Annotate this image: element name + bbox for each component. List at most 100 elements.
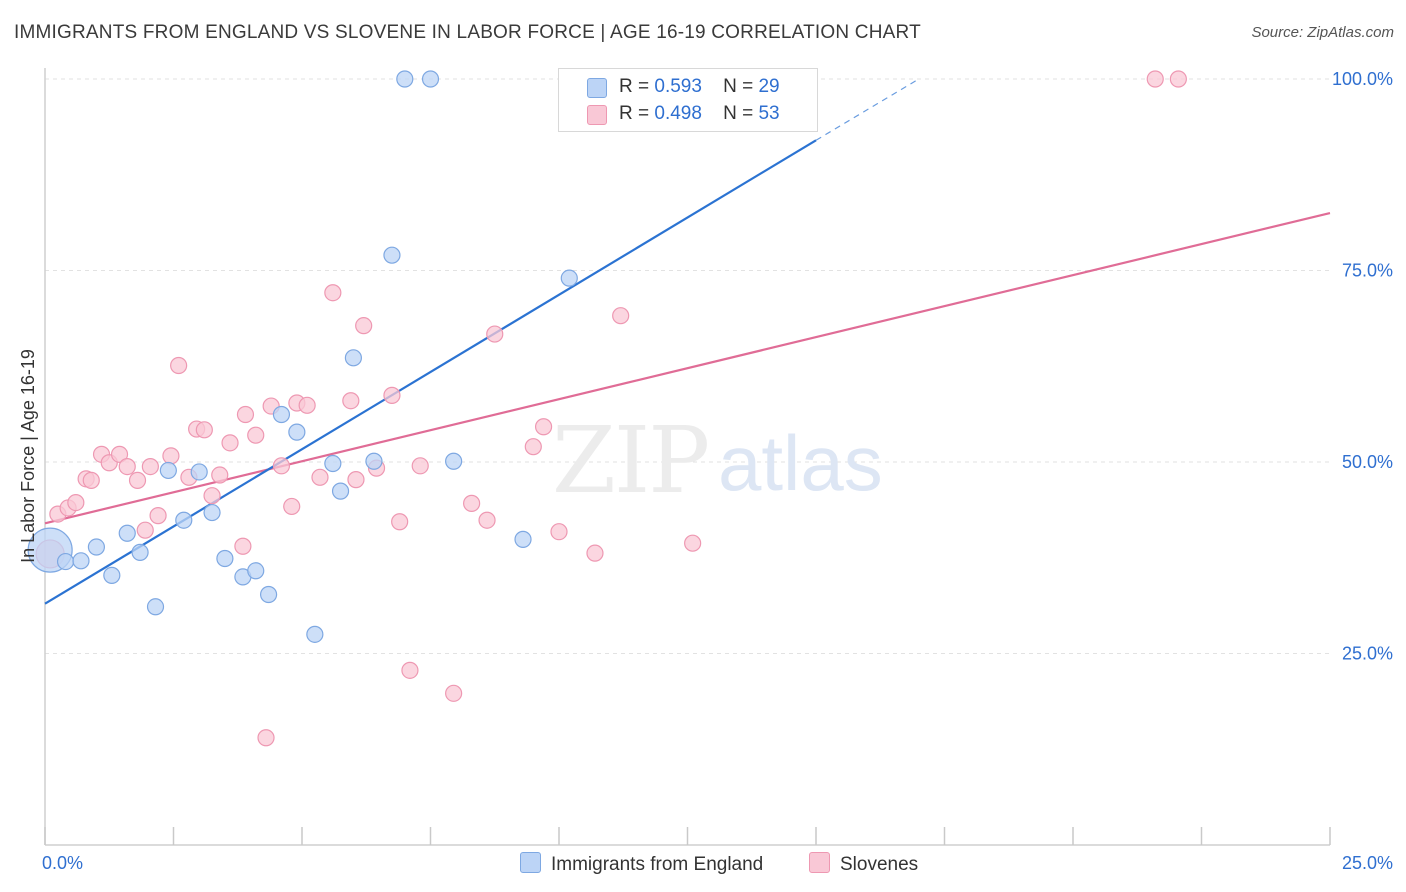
trendline-slovenes <box>44 211 1331 525</box>
point-england <box>118 524 136 542</box>
point-slovenes <box>684 534 702 552</box>
point-slovenes <box>67 493 85 512</box>
point-slovenes <box>355 317 373 335</box>
point-slovenes <box>221 434 239 452</box>
point-slovenes <box>162 447 180 465</box>
point-england <box>203 503 221 522</box>
point-slovenes <box>298 396 316 414</box>
legend-r-label: R = <box>619 76 650 97</box>
legend-n-value-england: 29 <box>758 76 780 97</box>
series-label-slovenes: Slovenes <box>840 854 919 875</box>
watermark: ZIP atlas <box>552 407 883 514</box>
point-england <box>103 566 121 584</box>
point-england <box>131 543 149 561</box>
point-england <box>306 625 324 643</box>
point-england <box>365 452 383 470</box>
point-slovenes <box>347 471 365 489</box>
tick-labels: 25.0% 50.0% 75.0% 100.0% 0.0% 25.0% <box>42 69 1393 873</box>
trendline-england-extension <box>815 78 920 141</box>
point-slovenes <box>586 544 604 562</box>
point-slovenes <box>110 445 129 463</box>
point-slovenes <box>401 661 419 679</box>
point-slovenes <box>195 421 213 439</box>
point-england <box>216 549 234 568</box>
point-slovenes <box>478 511 496 529</box>
point-england <box>514 530 532 548</box>
point-slovenes <box>612 307 630 325</box>
point-slovenes <box>1169 70 1187 88</box>
legend-n-value-slovenes: 53 <box>758 103 780 124</box>
series-legend-england[interactable]: Immigrants from England <box>520 852 763 876</box>
point-england <box>560 269 578 287</box>
point-slovenes <box>445 684 463 702</box>
point-slovenes <box>203 487 221 505</box>
point-slovenes <box>82 471 100 489</box>
y-axis-label: In Labor Force | Age 16-19 <box>18 349 38 563</box>
point-slovenes <box>283 497 301 516</box>
legend-n-label: N = <box>723 76 754 97</box>
point-slovenes <box>128 471 147 489</box>
series-swatch-england <box>520 852 541 873</box>
point-england <box>445 452 463 470</box>
point-slovenes <box>550 523 568 541</box>
point-slovenes <box>383 386 401 404</box>
y-tick-label: 100.0% <box>1332 69 1393 89</box>
point-slovenes <box>463 494 481 512</box>
series-label-england: Immigrants from England <box>551 854 764 875</box>
point-england <box>72 552 90 570</box>
point-slovenes <box>311 468 329 486</box>
point-slovenes <box>211 466 229 484</box>
legend-r-value-slovenes: 0.498 <box>654 103 702 124</box>
trend-lines <box>44 78 1331 605</box>
point-slovenes <box>141 457 159 476</box>
point-england <box>190 463 208 481</box>
point-slovenes <box>524 438 542 456</box>
point-slovenes <box>342 392 360 410</box>
y-tick-label: 75.0% <box>1342 261 1393 281</box>
point-slovenes <box>324 284 342 302</box>
point-england <box>324 454 342 473</box>
point-slovenes <box>170 356 188 375</box>
point-slovenes <box>534 418 553 436</box>
legend-n-label: N = <box>723 103 754 124</box>
point-england <box>247 562 265 580</box>
x-tick-label: 25.0% <box>1342 853 1393 873</box>
point-slovenes <box>486 325 504 343</box>
watermark-zip: ZIP <box>552 407 708 514</box>
point-england <box>344 349 362 367</box>
point-slovenes <box>272 457 291 475</box>
point-slovenes <box>391 513 409 531</box>
point-england <box>87 538 106 556</box>
x-tick-label: 0.0% <box>42 853 83 873</box>
point-slovenes <box>234 537 252 555</box>
legend-swatch-england <box>587 78 607 98</box>
correlation-legend: R = 0.593 N = 29 R = 0.498 N = 53 <box>558 68 818 132</box>
point-slovenes <box>149 507 167 525</box>
point-england <box>396 70 414 88</box>
y-tick-label: 50.0% <box>1342 452 1393 472</box>
legend-r-value-england: 0.593 <box>654 76 702 97</box>
source-label: Source: ZipAtlas.com <box>1251 24 1394 41</box>
point-england <box>288 423 306 441</box>
legend-swatch-slovenes <box>587 105 607 125</box>
watermark-atlas: atlas <box>718 419 883 507</box>
legend-r-label: R = <box>619 103 650 124</box>
point-slovenes <box>411 457 429 475</box>
axes <box>44 68 1331 846</box>
point-england <box>146 598 165 616</box>
point-england <box>56 552 75 571</box>
series-legend-slovenes[interactable]: Slovenes <box>809 852 918 876</box>
point-slovenes <box>136 521 154 539</box>
point-england <box>175 511 193 529</box>
point-slovenes <box>236 405 255 424</box>
series-swatch-slovenes <box>809 852 830 873</box>
point-slovenes <box>118 457 136 476</box>
point-slovenes <box>257 729 275 747</box>
point-england <box>383 246 401 264</box>
point-england <box>272 405 291 424</box>
point-slovenes <box>1146 70 1164 88</box>
trendline-england <box>44 139 817 605</box>
point-england <box>331 482 350 500</box>
point-england <box>259 585 278 604</box>
